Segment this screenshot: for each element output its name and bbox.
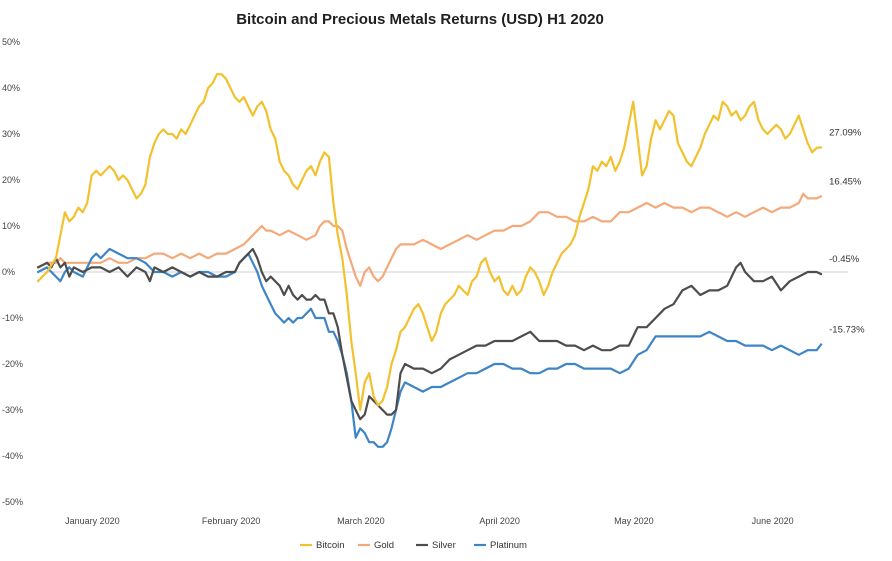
x-tick-label: February 2020 bbox=[202, 516, 261, 526]
chart-title: Bitcoin and Precious Metals Returns (USD… bbox=[236, 11, 604, 28]
axes-group: 50% 40% 30% 20% 10% 0% -10% -20% -30% -40% -50% Jan… bbox=[2, 37, 848, 526]
y-tick-label: 30% bbox=[2, 129, 20, 139]
y-tick-label: -30% bbox=[2, 405, 23, 415]
end-label-silver: -0.45% bbox=[829, 254, 860, 265]
series-line-bitcoin bbox=[36, 73, 823, 412]
x-tick-label: May 2020 bbox=[614, 516, 654, 526]
y-tick-label: -50% bbox=[2, 497, 23, 507]
y-tick-label: 20% bbox=[2, 175, 20, 185]
x-tick-label: January 2020 bbox=[65, 516, 120, 526]
legend-label-bitcoin: Bitcoin bbox=[316, 540, 345, 551]
end-labels-group: 27.09% 16.45% -0.45% -15.73% bbox=[829, 127, 865, 335]
x-tick-label: April 2020 bbox=[479, 516, 520, 526]
y-tick-label: 10% bbox=[2, 221, 20, 231]
end-label-gold: 16.45% bbox=[829, 176, 862, 187]
y-tick-label: -20% bbox=[2, 359, 23, 369]
y-tick-label: 40% bbox=[2, 83, 20, 93]
series-lines-group bbox=[36, 73, 823, 448]
series-line-gold bbox=[36, 192, 823, 287]
y-tick-label: 50% bbox=[2, 37, 20, 47]
y-tick-label: 0% bbox=[2, 267, 15, 277]
legend-label-gold: Gold bbox=[374, 540, 394, 551]
x-tick-label: March 2020 bbox=[337, 516, 385, 526]
legend-label-platinum: Platinum bbox=[490, 540, 527, 551]
y-tick-label: -10% bbox=[2, 313, 23, 323]
series-line-silver bbox=[36, 247, 823, 421]
series-line-platinum bbox=[36, 247, 823, 448]
end-label-bitcoin: 27.09% bbox=[829, 127, 862, 138]
legend: Bitcoin Gold Silver Platinum bbox=[300, 540, 527, 551]
x-tick-label: June 2020 bbox=[752, 516, 794, 526]
y-tick-label: -40% bbox=[2, 451, 23, 461]
end-label-platinum: -15.73% bbox=[829, 324, 865, 335]
legend-label-silver: Silver bbox=[432, 540, 456, 551]
